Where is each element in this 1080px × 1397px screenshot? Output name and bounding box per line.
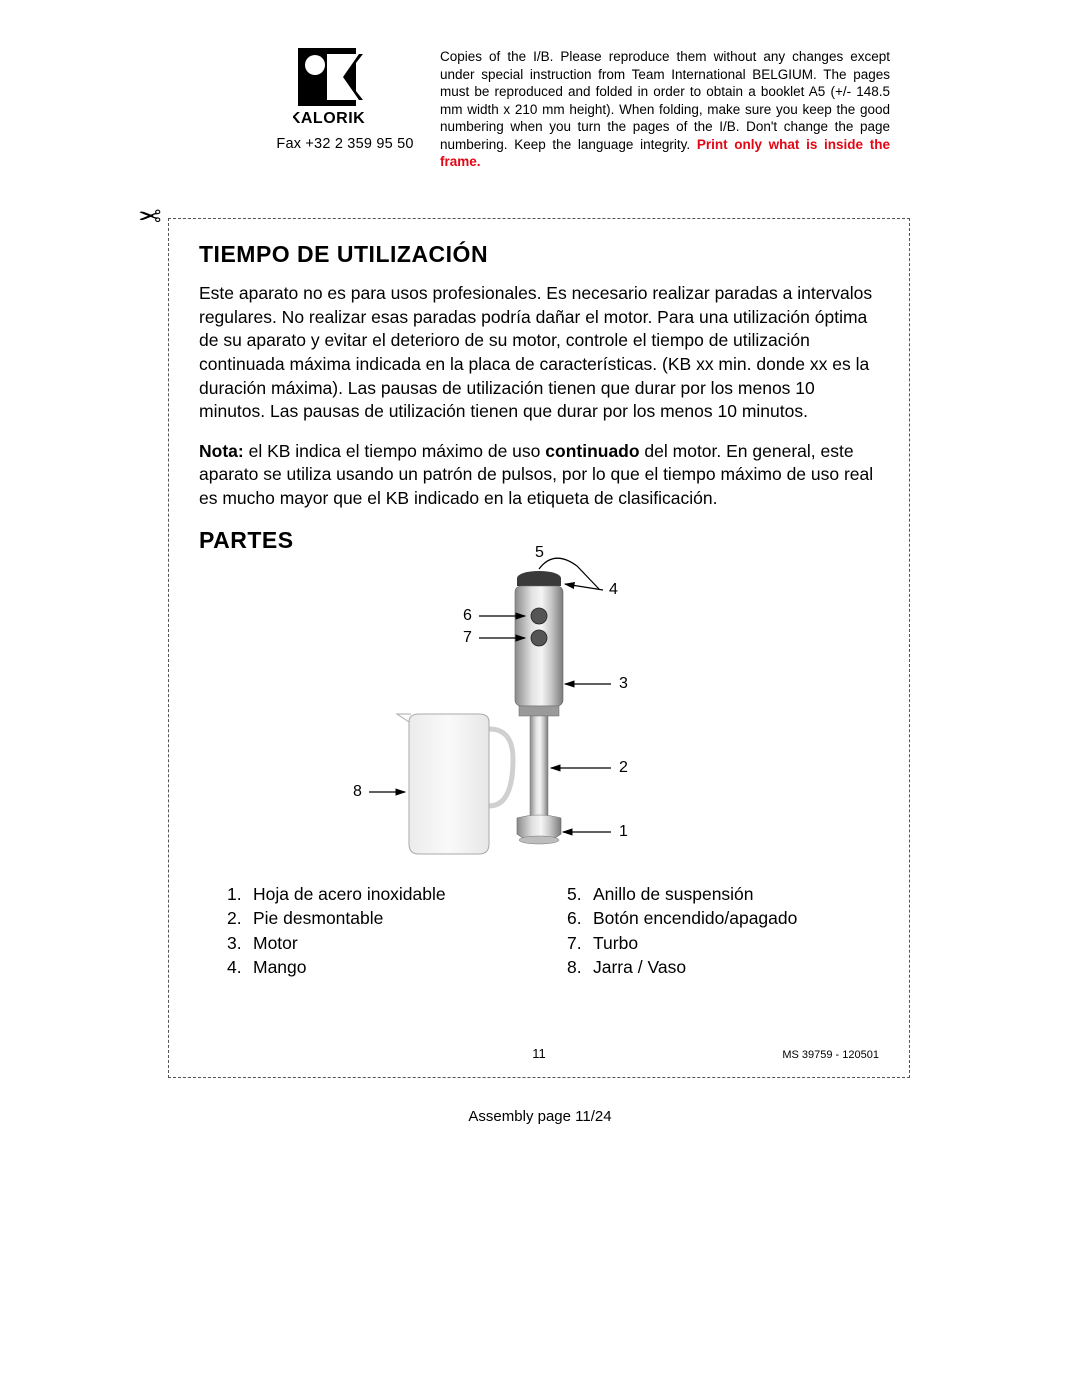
part-num: 8. — [567, 955, 593, 980]
part-num: 1. — [227, 882, 253, 907]
diagram-label-8: 8 — [353, 783, 362, 801]
diagram-label-4: 4 — [609, 581, 618, 599]
nota-label: Nota: — [199, 441, 244, 461]
nota-a: el KB indica el tiempo máximo de uso — [244, 441, 546, 461]
diagram-svg — [199, 554, 879, 874]
nota-bold: continuado — [545, 441, 639, 461]
diagram-label-1: 1 — [619, 823, 628, 841]
assembly-page-text: Assembly page 11/24 — [0, 1108, 1080, 1125]
diagram-label-3: 3 — [619, 675, 628, 693]
part-text: Motor — [253, 931, 298, 956]
logo-block: KALORIK Fax +32 2 359 95 50 — [280, 48, 410, 171]
part-num: 4. — [227, 955, 253, 980]
part-text: Hoja de acero inoxidable — [253, 882, 446, 907]
page-number: 11 — [532, 1046, 546, 1061]
diagram-label-6: 6 — [463, 607, 472, 625]
diagram-label-7: 7 — [463, 629, 472, 647]
parts-col-left: 1.Hoja de acero inoxidable 2.Pie desmont… — [227, 882, 507, 980]
part-text: Jarra / Vaso — [593, 955, 686, 980]
parts-list: 1.Hoja de acero inoxidable 2.Pie desmont… — [199, 882, 879, 980]
diagram-label-5: 5 — [535, 544, 544, 562]
content-frame: TIEMPO DE UTILIZACIÓN Este aparato no es… — [168, 218, 910, 1078]
scissors-icon: ✂ — [138, 200, 161, 233]
section1-para1: Este aparato no es para usos profesional… — [199, 282, 879, 424]
doc-code: MS 39759 - 120501 — [782, 1049, 879, 1061]
svg-text:KALORIK: KALORIK — [293, 110, 365, 126]
section1-title: TIEMPO DE UTILIZACIÓN — [199, 241, 879, 268]
parts-diagram: 5 4 6 7 3 2 1 8 — [199, 554, 879, 874]
part-text: Mango — [253, 955, 307, 980]
part-text: Pie desmontable — [253, 906, 383, 931]
part-num: 3. — [227, 931, 253, 956]
section1-nota: Nota: el KB indica el tiempo máximo de u… — [199, 440, 879, 511]
part-text: Botón encendido/apagado — [593, 906, 797, 931]
diagram-label-2: 2 — [619, 759, 628, 777]
part-num: 6. — [567, 906, 593, 931]
part-num: 2. — [227, 906, 253, 931]
header-instructions: Copies of the I/B. Please reproduce them… — [440, 48, 890, 171]
kalorik-logo: KALORIK — [293, 48, 398, 126]
document-header: KALORIK Fax +32 2 359 95 50 Copies of th… — [0, 0, 1080, 191]
part-num: 7. — [567, 931, 593, 956]
part-text: Anillo de suspensión — [593, 882, 754, 907]
part-num: 5. — [567, 882, 593, 907]
parts-col-right: 5.Anillo de suspensión 6.Botón encendido… — [567, 882, 847, 980]
section2-title: PARTES — [199, 527, 294, 554]
fax-text: Fax +32 2 359 95 50 — [276, 136, 413, 152]
part-text: Turbo — [593, 931, 638, 956]
